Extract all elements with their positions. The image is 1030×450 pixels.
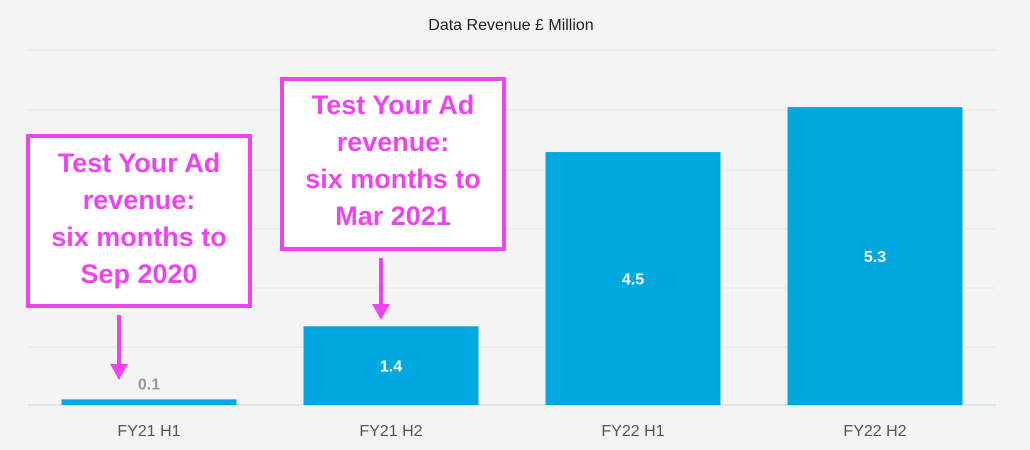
data-label-fy21-h2: 1.4	[380, 359, 402, 376]
tick-label-fy21-h1: FY21 H1	[117, 423, 180, 440]
callout-1-line-4: Sep 2020	[80, 259, 197, 289]
callout-2-line-3: six months to	[305, 164, 481, 194]
callout-1: Test Your Ad revenue: six months to Sep 202…	[26, 134, 252, 380]
data-label-fy21-h1: 0.1	[138, 376, 160, 393]
bar-fy21-h1	[61, 399, 237, 405]
callout-1-line-2: revenue:	[83, 185, 196, 215]
label-layer: 0.1 1.4 4.5 5.3	[138, 249, 886, 393]
tick-label-fy22-h2: FY22 H2	[843, 423, 906, 440]
data-label-fy22-h1: 4.5	[622, 272, 644, 289]
callout-1-line-1: Test Your Ad	[58, 148, 221, 178]
annotation-layer: Test Your Ad revenue: six months to Sep 202…	[26, 77, 506, 380]
callout-2-line-1: Test Your Ad	[312, 90, 475, 120]
tick-label-fy21-h2: FY21 H2	[359, 423, 422, 440]
chart-title: Data Revenue £ Million	[428, 17, 593, 34]
callout-arrow-head-2	[372, 304, 390, 320]
bar-fy22-h1	[545, 152, 721, 405]
callout-box-1	[26, 134, 252, 308]
callout-arrow-head-1	[110, 364, 128, 380]
callout-2: Test Your Ad revenue: six months to Mar 202…	[280, 77, 506, 320]
callout-2-line-2: revenue:	[337, 127, 450, 157]
bar-fy21-h2	[303, 326, 479, 405]
bar-layer	[61, 107, 963, 406]
callout-1-line-3: six months to	[51, 222, 227, 252]
x-axis-ticks: FY21 H1 FY21 H2 FY22 H1 FY22 H2	[117, 423, 906, 440]
callout-2-line-4: Mar 2021	[335, 201, 451, 231]
callout-box-2	[280, 77, 506, 251]
data-label-fy22-h2: 5.3	[864, 249, 886, 266]
tick-label-fy22-h1: FY22 H1	[601, 423, 664, 440]
bar-fy22-h2	[787, 107, 963, 406]
